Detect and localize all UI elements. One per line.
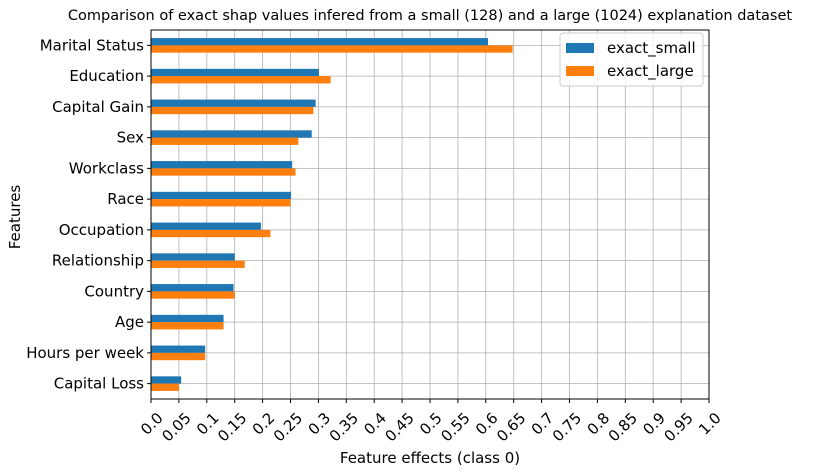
x-axis-ticks: 0.00.050.10.150.20.250.30.350.40.450.50.… — [137, 399, 725, 445]
legend: exact_small exact_large — [559, 32, 704, 87]
bar-exact-small — [151, 345, 206, 353]
x-tick-label: 0.15 — [214, 409, 250, 445]
bar-exact-large — [151, 45, 513, 53]
x-tick-label: 0.25 — [270, 409, 306, 445]
bar-exact-small — [151, 222, 261, 230]
y-tick-label: Marital Status — [40, 36, 144, 54]
chart-title: Comparison of exact shap values infered … — [68, 8, 792, 24]
x-tick-label: 0.85 — [605, 409, 641, 445]
legend-box — [559, 32, 704, 87]
bar-exact-small — [151, 130, 312, 138]
x-tick-label: 0.75 — [549, 409, 585, 445]
x-axis-label: Feature effects (class 0) — [340, 449, 520, 467]
legend-swatch — [566, 66, 594, 76]
bar-exact-large — [151, 229, 271, 238]
y-axis-label: Features — [6, 185, 24, 250]
bar-exact-small — [151, 38, 489, 46]
bar-exact-small — [151, 191, 292, 200]
legend-swatch — [566, 43, 594, 53]
y-tick-label: Age — [115, 313, 144, 331]
x-tick-label: 0.35 — [326, 409, 362, 445]
x-tick-label: 0.45 — [382, 409, 418, 445]
y-tick-label: Education — [69, 67, 144, 85]
y-tick-label: Country — [84, 282, 144, 300]
bar-exact-small — [151, 253, 235, 261]
bar-exact-large — [151, 106, 314, 115]
bars — [151, 38, 513, 391]
bar-exact-large — [151, 76, 331, 84]
bar-exact-large — [151, 260, 245, 268]
bar-exact-large — [151, 352, 206, 361]
y-tick-label: Capital Gain — [52, 98, 144, 116]
legend-label: exact_small — [607, 39, 696, 58]
legend-label: exact_large — [607, 62, 694, 81]
bar-exact-large — [151, 137, 299, 145]
bar-exact-small — [151, 99, 316, 107]
y-axis-ticks: Marital Status Education Capital Gain Sex Wo… — [26, 36, 151, 393]
y-tick-label: Occupation — [59, 221, 144, 239]
bar-exact-large — [151, 168, 296, 176]
bar-exact-small — [151, 284, 234, 292]
bar-exact-small — [151, 68, 319, 77]
y-tick-label: Workclass — [69, 159, 144, 177]
bar-exact-small — [151, 376, 182, 384]
bar-exact-large — [151, 291, 235, 299]
y-tick-label: Relationship — [52, 252, 144, 270]
bar-exact-small — [151, 161, 293, 169]
x-tick-label: 0.05 — [158, 409, 194, 445]
y-tick-label: Race — [107, 190, 144, 208]
x-tick-label: 0.65 — [493, 409, 529, 445]
x-tick-label: 0.95 — [661, 409, 697, 445]
y-tick-label: Hours per week — [26, 344, 144, 362]
bar-exact-large — [151, 322, 224, 330]
bar-exact-large — [151, 383, 179, 391]
x-tick-label: 1.0 — [695, 409, 725, 439]
bar-exact-small — [151, 314, 224, 323]
y-tick-label: Capital Loss — [54, 375, 144, 393]
x-tick-label: 0.55 — [437, 409, 473, 445]
bar-exact-large — [151, 199, 291, 207]
y-tick-label: Sex — [117, 129, 144, 147]
